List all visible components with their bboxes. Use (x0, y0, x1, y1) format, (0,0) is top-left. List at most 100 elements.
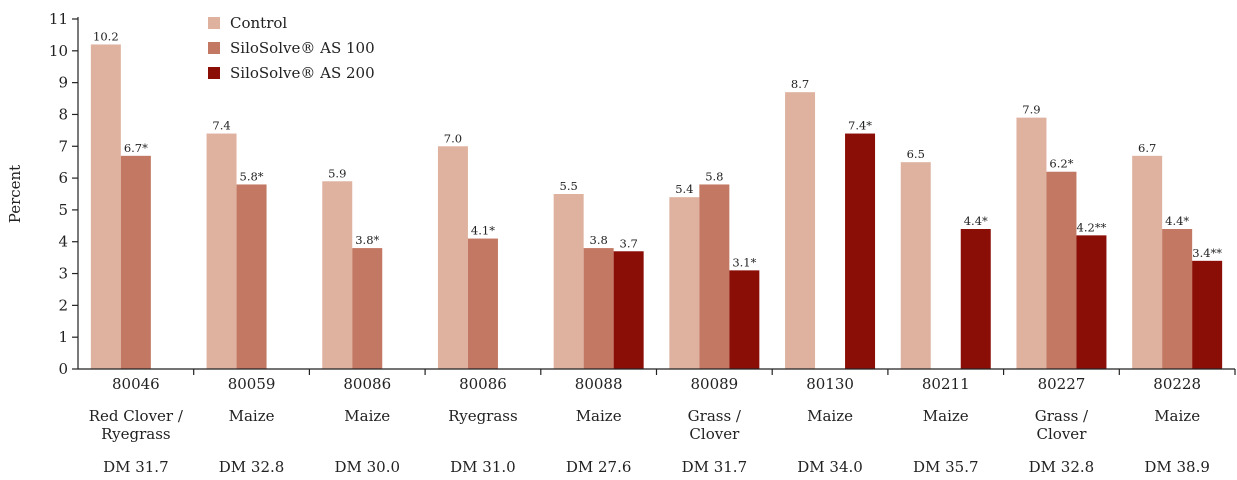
bar-value-label: 4.4* (1165, 214, 1189, 228)
category-dm-label: DM 32.8 (1029, 458, 1095, 476)
category-crop-label: Ryegrass (448, 407, 518, 425)
category-crop-label: Maize (229, 407, 275, 425)
bar (1162, 229, 1193, 369)
bar (467, 238, 498, 369)
bar (1016, 117, 1047, 370)
bar (900, 162, 931, 369)
bar-value-label: 10.2 (93, 29, 119, 43)
y-tick-label: 3 (58, 265, 68, 283)
bar (90, 44, 121, 370)
category-dm-label: DM 31.7 (682, 458, 748, 476)
bar-value-label: 5.9 (328, 166, 346, 180)
y-axis-title: Percent (6, 165, 24, 223)
category-dm-label: DM 31.0 (450, 458, 516, 476)
bar-value-label: 6.5 (907, 147, 925, 161)
y-tick-label: 7 (58, 137, 68, 155)
bar (1132, 155, 1163, 369)
bar (845, 133, 876, 369)
bar (120, 155, 151, 369)
bar (236, 184, 267, 369)
bars (90, 44, 1223, 370)
category-crop-label: Clover (689, 425, 740, 443)
bar-value-label: 3.1* (732, 255, 756, 269)
y-tick-label: 6 (58, 169, 68, 187)
category-crop-label: Red Clover / (89, 407, 184, 425)
category-crop-label: Maize (344, 407, 390, 425)
bar (699, 184, 730, 369)
legend: Control SiloSolve® AS 100 SiloSolve® AS 20… (208, 14, 375, 82)
legend-label: SiloSolve® AS 200 (230, 64, 375, 82)
bar (206, 133, 237, 369)
legend-swatch (208, 67, 220, 79)
bar (352, 248, 383, 369)
bar-value-label: 6.2* (1049, 157, 1073, 171)
bar-labels: 10.2 6.7* 7.4 5.8* 5.9 3.8* 7.0 4.1* 5.5 3.8 3.7 5.… (93, 29, 1222, 269)
category-code-label: 80046 (112, 375, 160, 393)
bar (669, 197, 700, 369)
category-crop-label: Maize (576, 407, 622, 425)
legend-swatch (208, 42, 220, 54)
category-crop-label: Ryegrass (101, 425, 171, 443)
bar-value-label: 4.2** (1077, 220, 1107, 234)
category-crop-label: Grass / (688, 407, 742, 425)
bar (960, 229, 991, 369)
bar-value-label: 7.9 (1022, 103, 1040, 117)
bar-value-label: 5.4 (675, 182, 693, 196)
bar (322, 181, 353, 369)
y-tick-label: 11 (49, 10, 68, 28)
bar-value-label: 3.8* (355, 233, 379, 247)
bar-value-label: 7.0 (444, 131, 462, 145)
legend-swatch (208, 17, 220, 29)
bar-value-label: 6.7* (124, 141, 148, 155)
bar (1076, 235, 1107, 369)
bar-value-label: 7.4* (848, 119, 872, 133)
bar-value-label: 4.1* (471, 224, 495, 238)
bar (785, 92, 816, 369)
bar-value-label: 5.8* (240, 169, 264, 183)
bar-value-label: 3.7 (620, 236, 638, 250)
legend-label: SiloSolve® AS 100 (230, 39, 375, 57)
bar-value-label: 5.5 (560, 179, 578, 193)
bar (553, 194, 584, 369)
bar (583, 248, 614, 369)
category-crop-label: Maize (1154, 407, 1200, 425)
category-code-label: 80086 (343, 375, 391, 393)
y-tick-label: 9 (58, 74, 68, 92)
category-dm-label: DM 30.0 (334, 458, 400, 476)
category-crop-label: Grass / (1035, 407, 1089, 425)
bar-value-label: 3.8 (590, 233, 608, 247)
y-tick-label: 5 (58, 201, 68, 219)
y-tick-label: 2 (58, 296, 68, 314)
category-code-label: 80089 (690, 375, 738, 393)
y-tick-label: 4 (58, 233, 68, 251)
bar-value-label: 7.4 (212, 119, 230, 133)
bar-value-label: 3.4** (1192, 246, 1222, 260)
legend-label: Control (230, 14, 287, 32)
category-dm-label: DM 38.9 (1144, 458, 1210, 476)
category-code-label: 80130 (806, 375, 854, 393)
bar (729, 270, 760, 369)
bar-value-label: 8.7 (791, 77, 809, 91)
bar-value-label: 6.7 (1138, 141, 1156, 155)
category-crop-label: Maize (923, 407, 969, 425)
bar (1046, 171, 1077, 369)
bar (613, 251, 644, 369)
y-tick-label: 0 (58, 360, 68, 378)
y-axis: 0 1 2 3 4 5 6 7 8 9 10 11 (49, 10, 79, 378)
bar-value-label: 4.4* (964, 214, 988, 228)
category-crop-label: Maize (807, 407, 853, 425)
category-dm-label: DM 34.0 (797, 458, 863, 476)
bar (1192, 260, 1223, 369)
y-tick-label: 1 (58, 328, 68, 346)
category-dm-label: DM 35.7 (913, 458, 979, 476)
category-code-label: 80059 (228, 375, 276, 393)
category-dm-label: DM 31.7 (103, 458, 169, 476)
category-code-label: 80227 (1038, 375, 1086, 393)
bar-value-label: 5.8 (705, 169, 723, 183)
category-code-label: 80228 (1153, 375, 1201, 393)
category-code-label: 80211 (922, 375, 970, 393)
category-dm-label: DM 27.6 (566, 458, 632, 476)
